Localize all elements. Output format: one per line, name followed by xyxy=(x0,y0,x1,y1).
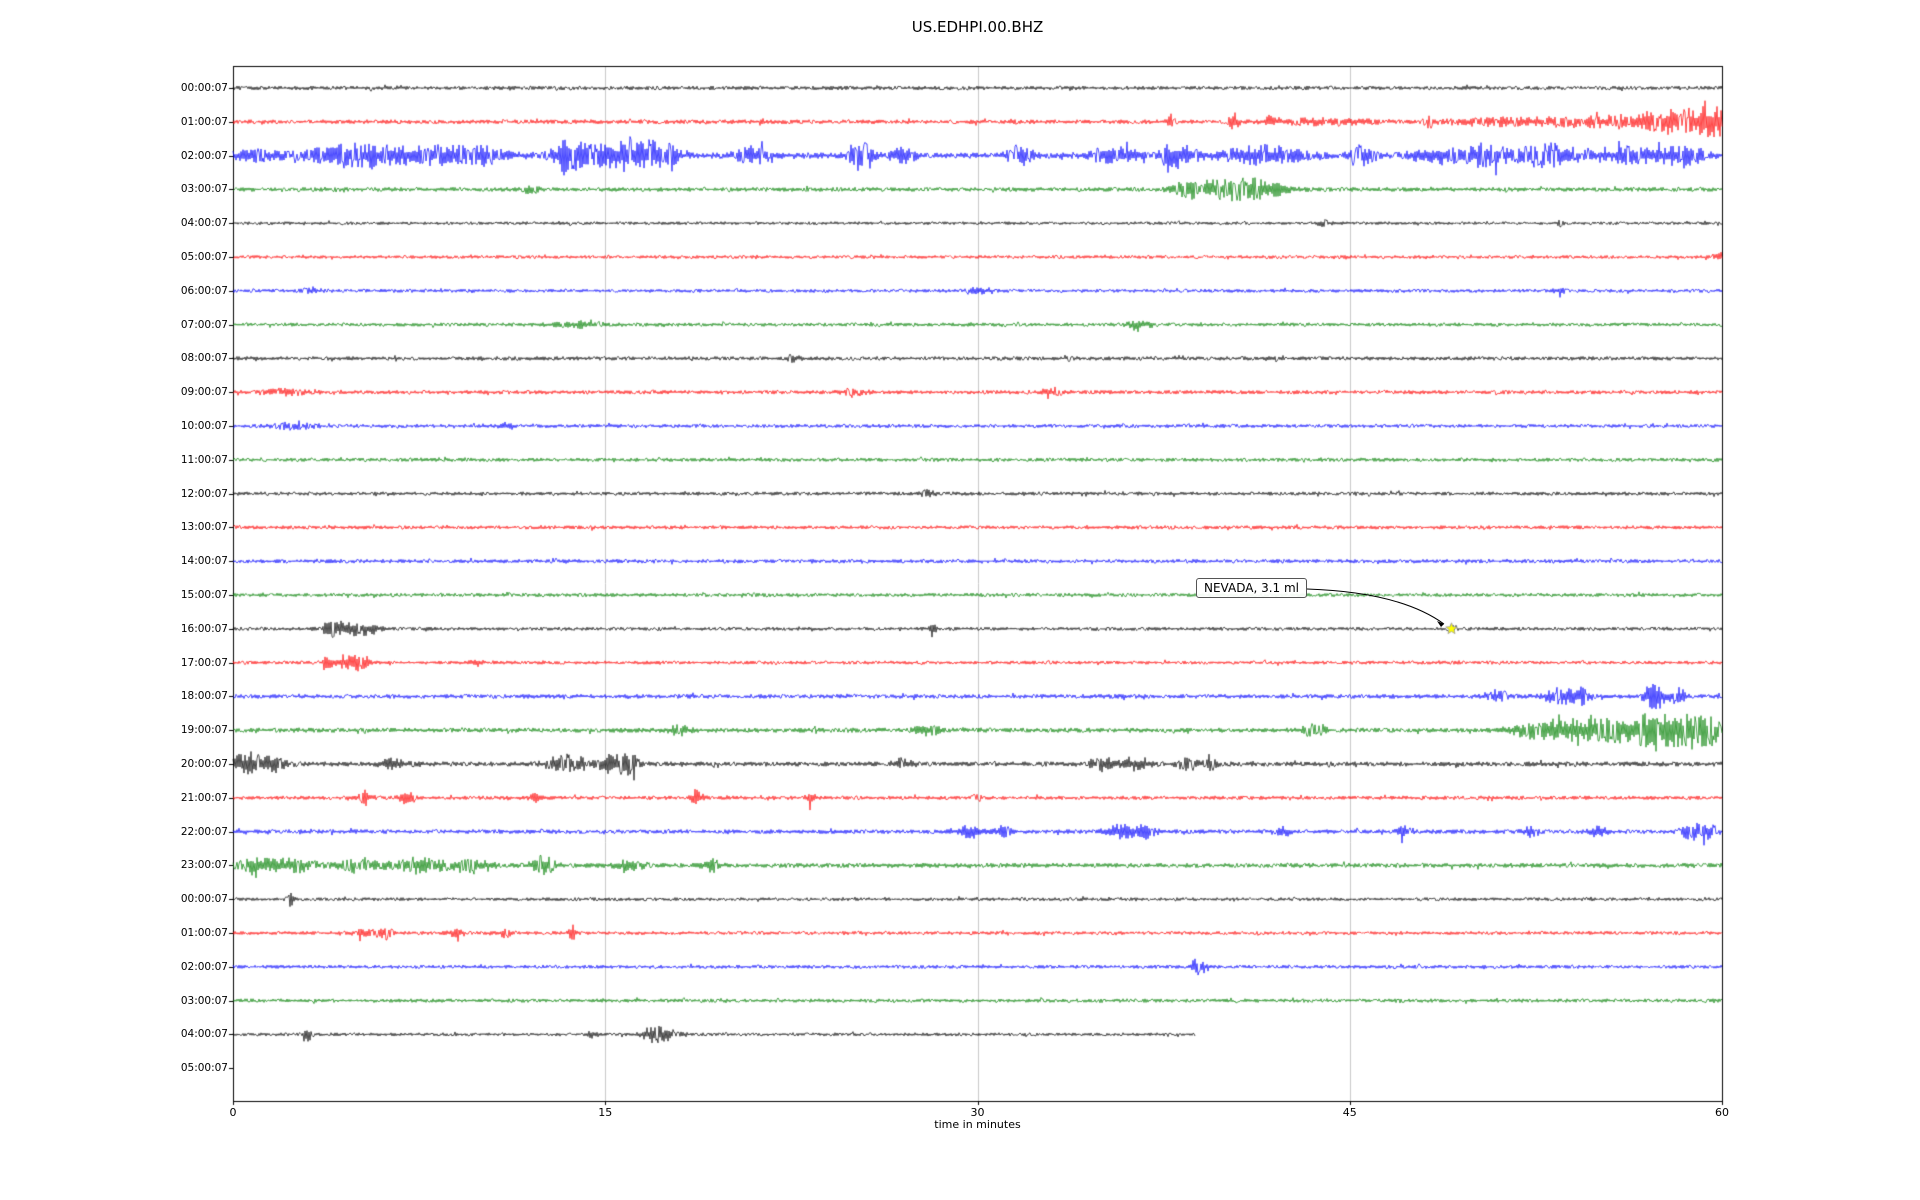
row-label-1: 01:00:07 xyxy=(180,115,228,128)
row-label-14: 14:00:07 xyxy=(180,555,228,568)
row-label-26: 02:00:07 xyxy=(180,960,228,973)
row-label-25: 01:00:07 xyxy=(180,927,228,939)
row-label-20: 20:00:07 xyxy=(180,758,228,770)
row-label-21: 21:00:07 xyxy=(180,791,228,804)
x-tick-label-0: 0 xyxy=(229,1106,237,1119)
row-label-0: 00:00:07 xyxy=(180,82,228,94)
row-label-22: 22:00:07 xyxy=(180,825,228,838)
row-label-24: 00:00:07 xyxy=(180,893,228,906)
row-label-23: 23:00:07 xyxy=(180,859,228,872)
row-label-4: 04:00:07 xyxy=(180,217,228,230)
x-tick-label-15: 15 xyxy=(598,1106,613,1119)
x-tick-label-30: 30 xyxy=(970,1106,985,1119)
row-label-15: 15:00:07 xyxy=(180,589,228,601)
x-tick-label-45: 45 xyxy=(1342,1106,1357,1119)
row-label-13: 13:00:07 xyxy=(180,521,228,534)
row-label-5: 05:00:07 xyxy=(180,251,228,263)
row-label-10: 10:00:07 xyxy=(180,420,228,432)
row-label-9: 09:00:07 xyxy=(180,386,228,399)
event-annotation: NEVADA, 3.1 ml xyxy=(1196,578,1307,598)
row-label-19: 19:00:07 xyxy=(180,724,228,737)
row-label-12: 12:00:07 xyxy=(180,487,228,500)
row-label-16: 16:00:07 xyxy=(180,622,228,635)
row-label-3: 03:00:07 xyxy=(180,183,228,196)
event-annotation-text: NEVADA, 3.1 ml xyxy=(1204,581,1299,595)
row-label-29: 05:00:07 xyxy=(180,1062,228,1075)
x-tick-label-60: 60 xyxy=(1715,1106,1729,1119)
row-label-17: 17:00:07 xyxy=(180,656,228,669)
row-label-18: 18:00:07 xyxy=(180,690,228,703)
x-axis-label: time in minutes xyxy=(934,1118,1021,1131)
row-label-7: 07:00:07 xyxy=(180,318,228,331)
row-label-11: 11:00:07 xyxy=(180,453,228,466)
row-label-27: 03:00:07 xyxy=(180,994,228,1007)
row-label-2: 02:00:07 xyxy=(180,149,228,162)
chart-title: US.EDHPI.00.BHZ xyxy=(911,18,1044,36)
row-label-8: 08:00:07 xyxy=(180,352,228,365)
row-label-6: 06:00:07 xyxy=(180,284,228,297)
row-label-28: 04:00:07 xyxy=(180,1028,228,1041)
